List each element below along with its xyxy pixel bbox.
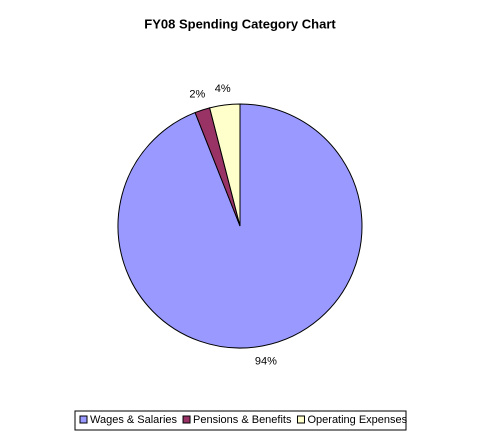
legend-swatch — [79, 415, 88, 424]
data-label: 2% — [189, 89, 205, 101]
data-label: 4% — [215, 83, 231, 95]
legend-box — [74, 410, 407, 431]
chart-title: FY08 Spending Category Chart — [144, 16, 336, 31]
pie-slice — [209, 103, 241, 227]
legend-swatch — [296, 415, 305, 424]
legend-swatch — [182, 415, 191, 424]
data-label: 94% — [255, 355, 277, 367]
legend-label: Wages & Salaries — [90, 414, 178, 426]
legend-label: Operating Expenses — [307, 414, 407, 426]
legend-label: Pensions & Benefits — [193, 414, 292, 426]
